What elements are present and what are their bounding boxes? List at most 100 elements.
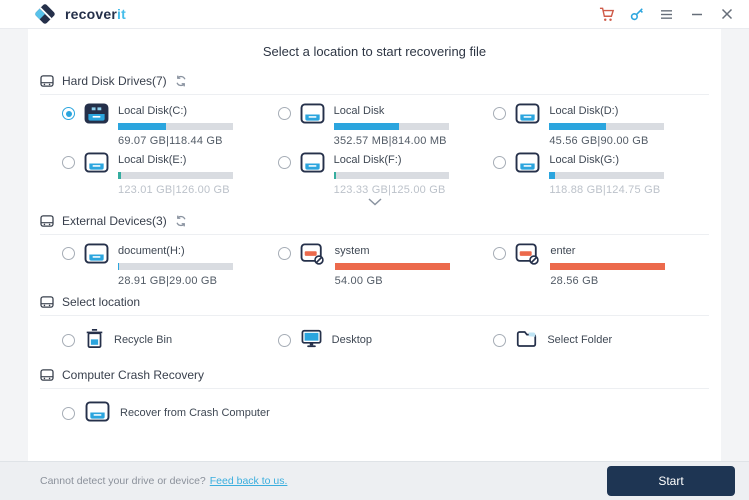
section-title: External Devices(3) [62,214,167,228]
radio-recycle-bin[interactable] [62,333,75,347]
drive-error-icon [300,243,326,265]
hard-drive-icon [40,75,54,87]
location-item-recycle-bin[interactable]: Recycle Bin [62,324,278,356]
drive-error-icon [515,243,541,265]
drive-size: 118.88 GB|124.75 GB [549,184,661,196]
drive-item-document-h[interactable]: document(H:) 28.91 GB|29.00 GB [62,242,278,287]
drive-item-system[interactable]: system 54.00 GB [277,242,494,287]
drive-size: 54.00 GB [334,275,383,287]
capacity-bar [549,172,665,179]
drive-icon [300,152,325,173]
menu-icon[interactable] [658,6,675,23]
content-panel: Select a location to start recovering fi… [28,29,721,461]
radio-local-disk-g[interactable] [493,156,507,169]
capacity-bar-fill [549,123,606,130]
drive-name: Local Disk(F:) [333,154,402,166]
minimize-icon[interactable] [688,6,705,23]
capacity-bar-fill [550,263,666,270]
radio-local-disk[interactable] [277,107,291,120]
capacity-bar [118,263,233,270]
drive-name: Local Disk [333,105,385,117]
brand-name: recoverit [65,6,126,22]
folder-icon [516,330,537,351]
drive-item-local-disk-c[interactable]: Local Disk(C:) 69.07 GB|118.44 GB [62,102,278,147]
capacity-bar [118,123,233,130]
section-header-external-devices-3: External Devices(3) [40,210,709,235]
drive-item-local-disk-d[interactable]: Local Disk(D:) 45.56 GB|90.00 GB [493,102,709,147]
main-area: Select a location to start recovering fi… [0,29,749,461]
capacity-bar [333,123,449,130]
desktop-icon [301,329,322,351]
footer-hint: Cannot detect your drive or device? [40,475,206,487]
capacity-bar [118,172,233,179]
section-items-hard-disk-drives-7: Local Disk(C:) 69.07 GB|118.44 GB Local Di… [40,95,709,198]
feedback-link[interactable]: Feed back to us. [209,475,288,487]
drive-size: 352.57 MB|814.00 MB [333,135,447,147]
location-item-select-folder[interactable]: Select Folder [493,324,709,356]
section-items-external-devices-3: document(H:) 28.91 GB|29.00 GB system 54.00… [40,235,709,289]
radio-local-disk-c[interactable] [62,107,75,120]
app-logo: recoverit [34,3,126,25]
key-icon[interactable] [628,6,645,23]
titlebar-icons [598,6,735,23]
location-label: Select Folder [547,334,613,346]
close-icon[interactable] [718,6,735,23]
capacity-bar-fill [118,263,120,270]
radio-document-h[interactable] [62,247,75,260]
drive-filled-icon [84,103,109,124]
drive-size: 45.56 GB|90.00 GB [549,135,649,147]
page-title: Select a location to start recovering fi… [262,44,487,59]
radio-desktop[interactable] [277,333,291,347]
location-item-recover-from-crash-computer[interactable]: Recover from Crash Computer [62,397,278,429]
radio-local-disk-d[interactable] [493,107,507,120]
location-label: Recover from Crash Computer [120,407,270,419]
drive-icon [515,152,540,173]
capacity-bar-fill [118,123,167,130]
capacity-bar-fill [549,172,556,179]
start-button[interactable]: Start [607,466,735,496]
drive-icon [300,103,325,124]
drive-name: document(H:) [118,245,185,257]
hard-drive-icon [40,296,54,308]
capacity-bar-fill [333,123,400,130]
drive-size: 28.56 GB [550,275,599,287]
section-title: Hard Disk Drives(7) [62,74,167,88]
capacity-bar [334,263,450,270]
cart-icon[interactable] [598,6,615,23]
recycle-bin-icon [85,328,104,352]
sections-container: Hard Disk Drives(7) Local Disk(C:) 69.07 G… [40,70,709,435]
capacity-bar-fill [118,172,122,179]
drive-name: enter [550,245,576,257]
drive-item-local-disk-g[interactable]: Local Disk(G:) 118.88 GB|124.75 GB [493,151,709,196]
section-items-computer-crash-recovery: Recover from Crash Computer [40,389,709,435]
capacity-bar-fill [334,263,450,270]
drive-name: Local Disk(C:) [118,105,188,117]
radio-select-folder[interactable] [493,333,507,347]
drive-name: Local Disk(D:) [549,105,619,117]
radio-recover-from-crash-computer[interactable] [62,406,75,420]
drive-name: Local Disk(G:) [549,154,620,166]
drive-size: 28.91 GB|29.00 GB [118,275,218,287]
capacity-bar-fill [333,172,336,179]
location-item-desktop[interactable]: Desktop [277,324,494,356]
drive-item-enter[interactable]: enter 28.56 GB [493,242,709,287]
section-header-computer-crash-recovery: Computer Crash Recovery [40,364,709,389]
drive-size: 123.01 GB|126.00 GB [118,184,230,196]
capacity-bar [549,123,665,130]
radio-enter[interactable] [493,247,507,260]
location-label: Recycle Bin [114,334,173,346]
section-header-select-location: Select location [40,291,709,316]
drive-item-local-disk[interactable]: Local Disk 352.57 MB|814.00 MB [277,102,494,147]
drive-icon [84,152,109,173]
radio-local-disk-e[interactable] [62,156,75,169]
titlebar: recoverit [0,0,749,29]
radio-system[interactable] [277,247,291,260]
recoverit-diamond-icon [35,4,55,24]
radio-local-disk-f[interactable] [277,156,291,169]
capacity-bar [333,172,449,179]
chevron-down-icon[interactable] [40,198,709,208]
refresh-icon[interactable] [175,75,187,87]
drive-item-local-disk-f[interactable]: Local Disk(F:) 123.33 GB|125.00 GB [277,151,494,196]
drive-item-local-disk-e[interactable]: Local Disk(E:) 123.01 GB|126.00 GB [62,151,278,196]
refresh-icon[interactable] [175,215,187,227]
